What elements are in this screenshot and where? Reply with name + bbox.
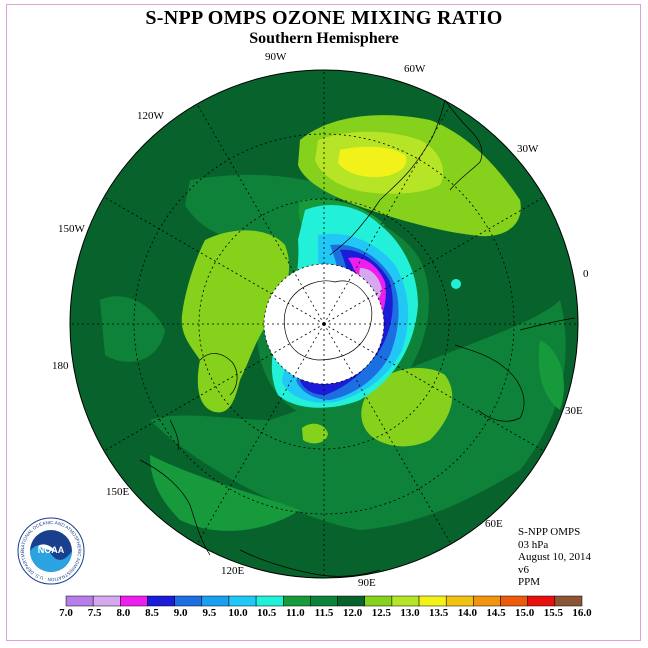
colorbar-tick-label: 16.0 <box>572 607 592 619</box>
colorbar-tick-label: 15.0 <box>515 607 535 619</box>
lon-label-120e: 120E <box>221 565 245 577</box>
colorbar-tick-label: 11.5 <box>314 607 334 619</box>
colorbar-tick-label: 13.0 <box>400 607 420 619</box>
colorbar-swatch <box>283 595 311 607</box>
south-pole-dot <box>322 322 326 326</box>
colorbar-tick-label: 7.5 <box>87 607 102 619</box>
colorbar-tick-label: 8.5 <box>145 607 159 619</box>
colorbar-swatch <box>310 595 338 607</box>
colorbar-tick-label: 12.5 <box>371 607 391 619</box>
noaa-logo: NATIONAL OCEANIC AND ATMOSPHERIC ADMINIS… <box>16 516 85 585</box>
colorbar-tick-label: 14.5 <box>486 607 506 619</box>
lon-label-0: 0 <box>583 268 589 280</box>
colorbar-swatch <box>255 595 284 607</box>
colorbar-swatch <box>147 595 175 607</box>
logo-text: NOAA <box>38 545 65 555</box>
lon-label-30w: 30W <box>517 143 539 155</box>
colorbar-swatch <box>554 595 583 607</box>
colorbar-swatch <box>92 595 121 607</box>
figure-frame <box>6 4 641 641</box>
lon-label-120w: 120W <box>137 110 164 122</box>
colorbar-tick-label: 8.0 <box>116 607 131 619</box>
colorbar-tick-label: 9.0 <box>173 607 188 619</box>
units-label: PPM <box>518 576 541 588</box>
lon-label-90e: 90E <box>358 577 376 589</box>
colorbar <box>65 595 583 607</box>
colorbar-tick-label: 10.0 <box>228 607 248 619</box>
map-subtitle: Southern Hemisphere <box>249 30 399 47</box>
colorbar-swatch <box>201 595 230 607</box>
colorbar-swatch <box>65 595 94 607</box>
colorbar-swatch <box>120 595 148 607</box>
colorbar-swatch <box>500 595 528 607</box>
lon-label-60w: 60W <box>404 63 426 75</box>
colorbar-swatch <box>527 595 556 607</box>
instrument-label: S-NPP OMPS <box>518 526 581 538</box>
colorbar-swatch <box>418 595 447 607</box>
map-title: S-NPP OMPS OZONE MIXING RATIO <box>145 7 503 29</box>
pressure-level: 03 hPa <box>518 538 549 551</box>
colorbar-swatch <box>473 595 501 607</box>
colorbar-swatch <box>445 595 474 607</box>
graticule <box>70 70 578 578</box>
lon-label-90w: 90W <box>265 51 287 63</box>
colorbar-tick-label: 15.5 <box>543 607 563 619</box>
info-block: S-NPP OMPS 03 hPa August 10, 2014 v6 PPM <box>518 526 591 589</box>
lon-label-30e: 30E <box>565 405 583 417</box>
coastlines <box>139 99 576 577</box>
colorbar-tick-label: 12.0 <box>343 607 363 619</box>
lon-label-150w: 150W <box>58 223 85 235</box>
colorbar-swatch <box>174 595 203 607</box>
date-label: August 10, 2014 <box>518 551 592 563</box>
colorbar-swatch <box>337 595 365 607</box>
colorbar-swatch <box>364 595 393 607</box>
colorbar-tick-label: 7.0 <box>59 607 73 619</box>
colorbar-tick-label: 13.5 <box>429 607 449 619</box>
colorbar-swatch <box>228 595 257 607</box>
version-label: v6 <box>518 563 529 576</box>
colorbar-swatch <box>391 595 420 607</box>
colorbar-tick-label: 9.5 <box>202 607 217 619</box>
colorbar-tick-label: 10.5 <box>257 607 277 619</box>
lon-label-180: 180 <box>52 360 69 372</box>
lon-label-150e: 150E <box>106 486 130 498</box>
colorbar-tick-label: 14.0 <box>457 607 477 619</box>
colorbar-tick-label: 11.0 <box>286 607 305 619</box>
lon-label-60e: 60E <box>485 518 503 530</box>
map-boundary <box>69 69 579 579</box>
